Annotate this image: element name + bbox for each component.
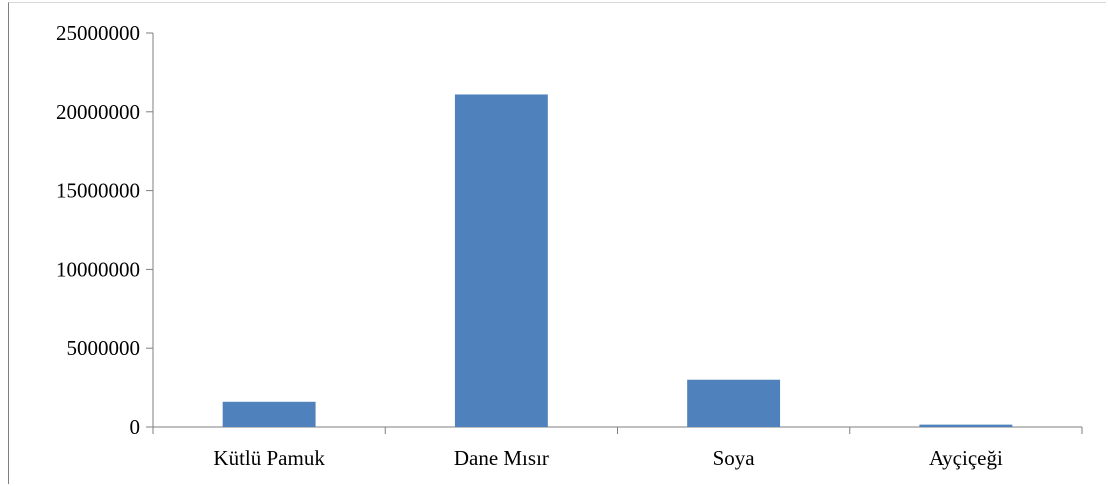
- x-category-label: Ayçiçeği: [929, 446, 1003, 470]
- bar: [454, 94, 548, 428]
- axes: [146, 32, 1083, 434]
- y-tick-label: 10000000: [56, 257, 140, 281]
- x-category-label: Soya: [713, 446, 756, 470]
- chart-frame: [8, 2, 1106, 484]
- bars: [222, 94, 1013, 428]
- y-tick-label: 5000000: [67, 336, 141, 360]
- bar: [222, 401, 316, 427]
- y-tick-label: 25000000: [56, 21, 140, 45]
- y-tick-labels: 0 5000000 10000000 15000000 20000000 25000000: [56, 21, 140, 439]
- bar: [919, 424, 1013, 427]
- x-category-label: Dane Mısır: [454, 446, 549, 470]
- y-tick-label: 20000000: [56, 100, 140, 124]
- y-tick-label: 15000000: [56, 179, 140, 203]
- bar: [687, 379, 781, 427]
- x-category-label: Kütlü Pamuk: [213, 446, 325, 470]
- y-tick-label: 0: [130, 415, 141, 439]
- x-tick-labels: Kütlü Pamuk Dane Mısır Soya Ayçiçeği: [213, 446, 1003, 470]
